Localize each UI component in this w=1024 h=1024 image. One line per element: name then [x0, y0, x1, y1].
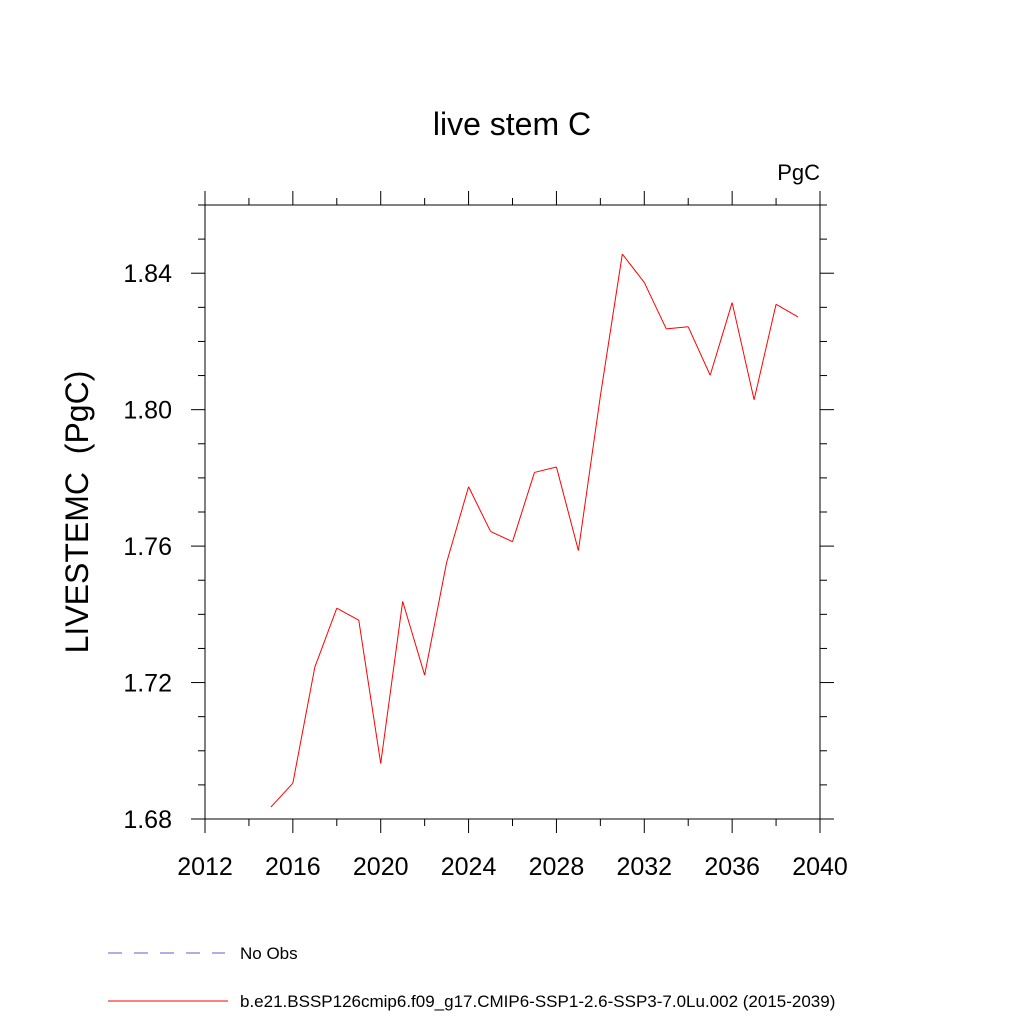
series-layer [270, 253, 799, 808]
y-tick-label: 1.80 [123, 397, 172, 425]
series-segment [424, 562, 448, 676]
series-segment [468, 486, 491, 532]
x-tick-label: 2016 [265, 853, 321, 881]
x-tick-label: 2028 [529, 853, 585, 881]
series-segment [490, 530, 513, 543]
y-tick-label: 1.84 [123, 260, 172, 288]
series-segment [643, 282, 667, 330]
x-tick-label: 2032 [616, 853, 672, 881]
series-segment [753, 304, 777, 400]
series-segment [709, 302, 733, 376]
y-tick-label: 1.72 [123, 670, 172, 698]
series-segment [666, 326, 689, 330]
series-segment [402, 601, 426, 676]
x-tick-label: 2040 [792, 853, 848, 881]
series-segment [555, 466, 579, 551]
legend-label-series: b.e21.BSSP126cmip6.f09_g17.CMIP6-SSP1-2.… [240, 992, 835, 1011]
series-segment [621, 253, 645, 283]
y-tick-label: 1.76 [123, 533, 172, 561]
series-segment [512, 472, 535, 542]
x-tick-label: 2020 [353, 853, 409, 881]
series-segment [577, 395, 601, 551]
units-label: PgC [777, 160, 820, 185]
series-segment [380, 601, 404, 764]
series-segment [336, 607, 359, 621]
x-tick-label: 2024 [441, 853, 497, 881]
plot-frame [204, 204, 821, 820]
chart-title: live stem C [433, 106, 591, 142]
series-segment [446, 486, 470, 563]
legend-label-no-obs: No Obs [240, 944, 298, 963]
y-axis-label: LIVESTEMC (PgC) [59, 371, 95, 654]
tick-labels: 2012 2016 2020 2024 2028 2032 2036 2040 1.68 1.72… [123, 260, 847, 881]
series-segment [731, 302, 755, 400]
series-segment [270, 782, 294, 808]
series-segment [599, 254, 623, 397]
series-line [270, 253, 799, 808]
axis-ticks [191, 191, 834, 833]
y-tick-label: 1.68 [123, 806, 172, 834]
series-segment [534, 466, 557, 473]
series-segment [775, 303, 799, 318]
x-tick-label: 2012 [177, 853, 233, 881]
series-segment [314, 608, 338, 668]
series-segment [687, 326, 711, 376]
legend: No Obs b.e21.BSSP126cmip6.f09_g17.CMIP6-… [108, 944, 835, 1011]
x-tick-label: 2036 [704, 853, 760, 881]
series-segment [292, 667, 316, 784]
series-segment [358, 620, 382, 764]
